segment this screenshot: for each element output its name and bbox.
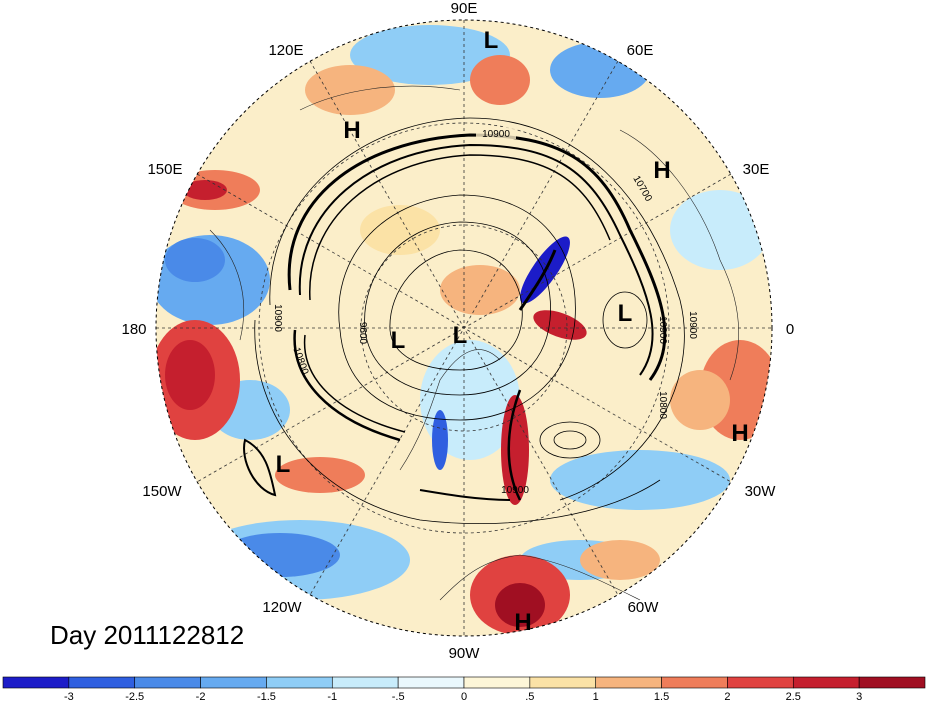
colorbar-tick-label: -2	[196, 691, 206, 702]
graticule	[156, 20, 772, 636]
colorbar-tick-label: -1.5	[257, 691, 276, 702]
lon-label-90e: 90E	[451, 0, 478, 17]
height-contours	[254, 117, 685, 524]
colorbar-swatch	[331, 676, 399, 689]
pressure-label: L	[453, 322, 468, 349]
lon-label-120w: 120W	[262, 599, 302, 616]
pressure-label: H	[514, 609, 531, 636]
pressure-label: L	[618, 300, 633, 327]
lon-label-60w: 60W	[628, 599, 660, 616]
contour-label: 10900	[687, 311, 698, 339]
map-boundary	[155, 19, 773, 637]
lon-label-180: 180	[121, 321, 146, 338]
lon-label-120e: 120E	[268, 42, 303, 59]
colorbar-swatch	[134, 676, 201, 689]
colorbar-swatch	[200, 676, 267, 689]
contour-label: 9600	[357, 322, 368, 345]
colorbar-tick-label: 2.5	[786, 691, 801, 702]
contour-label: 10800	[657, 391, 668, 419]
colorbar-swatch	[68, 676, 136, 689]
pressure-label: L	[391, 327, 406, 354]
lon-label-150w: 150W	[142, 483, 182, 500]
colorbar-tick-label: -2.5	[125, 691, 144, 702]
colorbar-tick-label: 1.5	[654, 691, 669, 702]
colorbar-tick-label: 1	[593, 691, 599, 702]
lon-label-0: 0	[786, 321, 794, 338]
colorbar-tick-label: -1	[327, 691, 337, 702]
colorbar-tick-label: 2	[724, 691, 730, 702]
lon-label-30e: 30E	[743, 161, 770, 178]
pressure-label: L	[484, 27, 499, 54]
pressure-label: L	[276, 451, 291, 478]
lon-label-150e: 150E	[147, 161, 182, 178]
colorbar-swatch	[661, 676, 728, 689]
colorbar-swatch	[792, 676, 860, 689]
colorbar: -3 -2.5 -2 -1.5 -1 -.5 0 .5 1 1.5 2 2.5 3	[2, 676, 926, 702]
coastlines	[209, 85, 739, 601]
pressure-label: H	[731, 420, 748, 447]
contour-label: 10900	[501, 485, 529, 496]
colorbar-swatch	[397, 676, 465, 689]
date-label: Day 2011122812	[50, 620, 245, 650]
colorbar-tick-label: .5	[525, 691, 534, 702]
lon-label-30w: 30W	[745, 483, 777, 500]
jet-contours	[243, 133, 667, 501]
contour-label: 10900	[272, 304, 283, 332]
colorbar-swatch	[529, 676, 597, 689]
colorbar-swatch	[463, 676, 531, 689]
contour-label: 10900	[482, 129, 510, 140]
colorbar-swatch	[595, 676, 662, 689]
lon-label-60e: 60E	[627, 42, 654, 59]
colorbar-swatch	[266, 676, 333, 689]
contour-label: 10900	[657, 316, 668, 344]
pressure-systems: L H H L L L H L H H	[276, 27, 749, 636]
colorbar-swatch	[858, 676, 926, 689]
pressure-label: H	[653, 157, 670, 184]
colorbar-swatch	[727, 676, 794, 689]
colorbar-tick-label: -3	[64, 691, 74, 702]
colorbar-swatch	[2, 676, 70, 689]
pressure-label: H	[343, 117, 360, 144]
colorbar-tick-label: 0	[461, 691, 467, 702]
lon-label-90w: 90W	[449, 645, 481, 662]
longitude-labels: 90E 60E 30E 0 30W 60W 90W 120W 150W 180 …	[121, 0, 794, 662]
colorbar-tick-label: 3	[856, 691, 862, 702]
colorbar-tick-label: -.5	[392, 691, 405, 702]
